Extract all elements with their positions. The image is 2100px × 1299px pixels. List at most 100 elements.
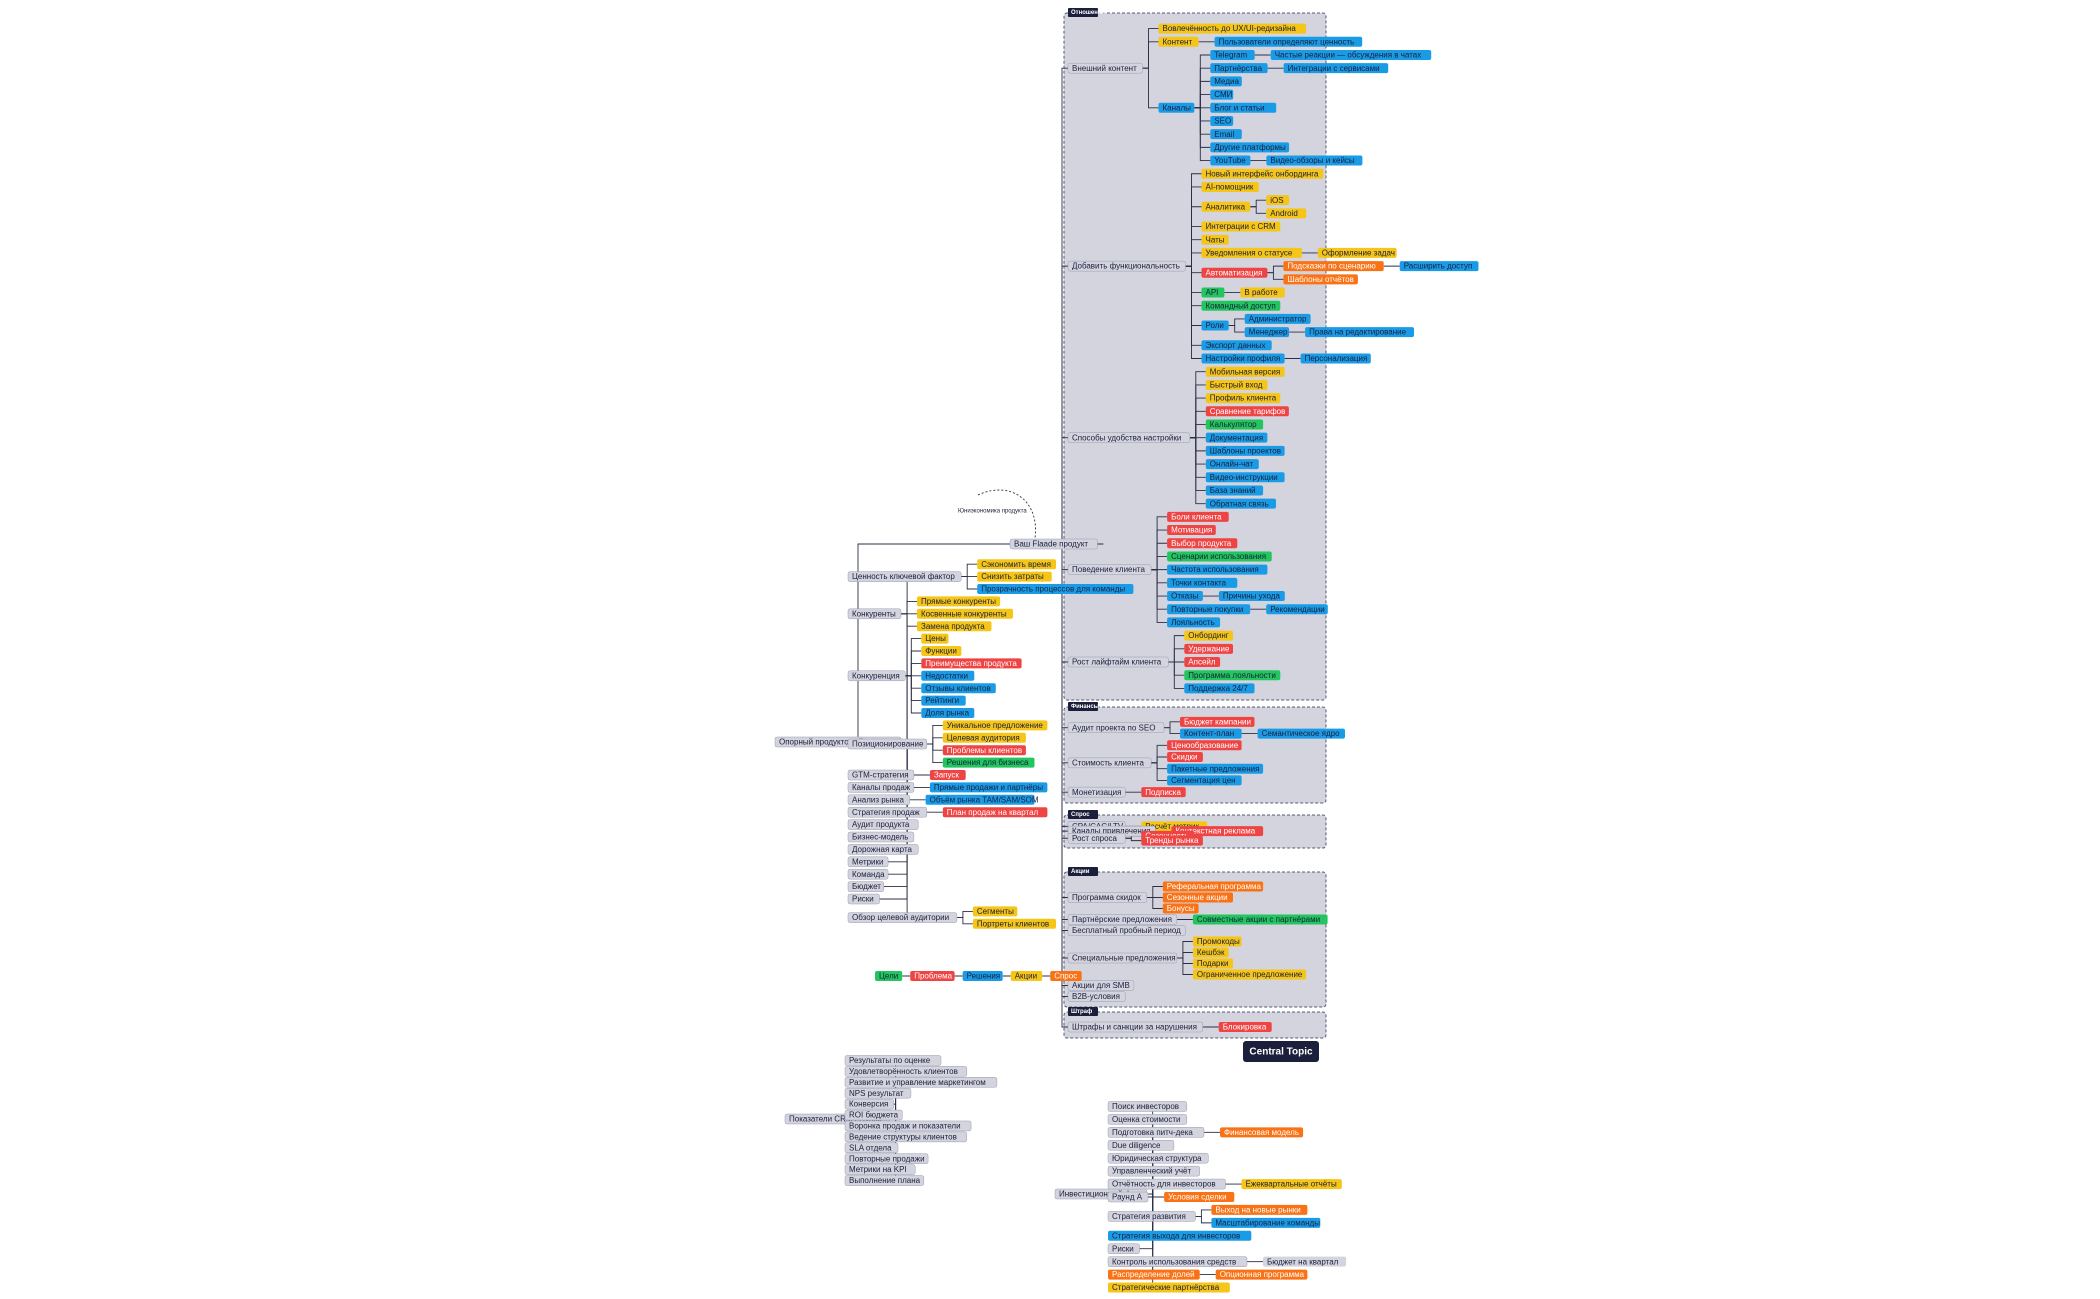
topic-node <box>1210 115 1234 126</box>
topic-node-label: Менеджер <box>1249 328 1288 337</box>
topic-node <box>1266 208 1307 219</box>
branch-node <box>847 794 910 806</box>
topic-node <box>1241 1179 1342 1190</box>
topic-node <box>1164 1192 1235 1202</box>
topic-node <box>1257 728 1345 739</box>
topic-node <box>1167 617 1221 628</box>
topic-node <box>1283 63 1389 74</box>
branch-node <box>1107 1243 1140 1254</box>
topic-node <box>1218 1022 1272 1032</box>
branch-node <box>1067 656 1169 668</box>
topic-node-label: Снизить затраты <box>981 572 1044 581</box>
topic-node-label: Ценообразование <box>1171 741 1239 750</box>
topic-node-label: Опционная программа <box>1220 1270 1305 1279</box>
topic-node-label: Частота использования <box>1171 565 1259 574</box>
topic-node <box>1266 604 1328 615</box>
topic-node-label: Целевая аудитория <box>947 733 1020 742</box>
branch-node-label: Бесплатный пробный период <box>1072 926 1181 935</box>
connector <box>1151 569 1168 623</box>
topic-node <box>1240 287 1285 298</box>
branch-node <box>1107 1127 1205 1138</box>
branch-node-label: Специальные предложения <box>1072 954 1176 963</box>
topic-node <box>1205 445 1285 456</box>
topic-node-label: Финансовая модель <box>1224 1128 1299 1137</box>
branch-node <box>844 1109 903 1121</box>
branch-node <box>1067 991 1126 1002</box>
branch-node-label: Анализ рынка <box>852 795 905 804</box>
connector <box>926 743 943 764</box>
topic-node <box>1180 716 1255 727</box>
group-tab <box>1068 8 1098 17</box>
topic-node-label: Пользователи определяют ценность <box>1219 37 1355 46</box>
branch-node <box>847 868 889 880</box>
topic-node <box>1205 379 1268 390</box>
topic-node <box>1300 353 1371 364</box>
branch-node <box>1107 1211 1196 1222</box>
topic-node <box>1205 498 1276 509</box>
topic-node <box>1167 551 1272 562</box>
topic-node <box>977 559 1056 570</box>
branch-node <box>844 1066 968 1077</box>
group-tab <box>1068 702 1098 711</box>
topic-node <box>942 807 1048 818</box>
topic-node-label: Программа лояльности <box>1188 671 1276 680</box>
topic-node <box>1201 353 1285 364</box>
topic-node <box>942 745 1026 756</box>
branch-node-label: Риски <box>1112 1244 1134 1253</box>
topic-node <box>921 708 975 718</box>
topic-node <box>1205 419 1264 430</box>
topic-node <box>1211 1204 1308 1215</box>
topic-node <box>1214 36 1363 47</box>
note-link <box>977 489 1036 539</box>
branch-node-label: Распределение долей <box>1112 1270 1195 1279</box>
branch-node <box>1067 1021 1203 1033</box>
topic-node-label: Уведомления о статусе <box>1206 249 1293 258</box>
topic-node <box>1205 393 1281 404</box>
topic-node <box>1210 102 1277 113</box>
topic-node-label: YouTube <box>1214 156 1246 165</box>
topic-node-label: iOS <box>1270 196 1283 205</box>
topic-node-label: Отзывы клиентов <box>925 684 990 693</box>
connector <box>1146 897 1163 909</box>
legend-swatch <box>875 971 903 981</box>
legend-label: Цели <box>879 972 898 981</box>
topic-node <box>921 695 966 706</box>
branch-node-label: Способы удобства настройки <box>1072 433 1181 442</box>
topic-node-label: Сегментация цен <box>1171 776 1236 785</box>
branch-node-label: Повторные продажи <box>849 1154 925 1163</box>
group-title: Спрос <box>1071 812 1090 818</box>
branch-node-label: Добавить функциональность <box>1072 262 1180 271</box>
branch-node <box>1107 1165 1200 1177</box>
branch-node-label: B2B-условия <box>1072 992 1120 1001</box>
topic-node-label: Кешбэк <box>1197 948 1225 957</box>
branch-node-label: Партнёрские предложения <box>1072 915 1172 924</box>
topic-node-label: Бюджет на квартал <box>1267 1257 1339 1266</box>
topic-node <box>1192 958 1233 969</box>
topic-node-label: Видео-инструкции <box>1210 473 1278 482</box>
topic-node-label: Преимущества продукта <box>925 659 1017 668</box>
topic-node-label: Шаблоны отчётов <box>1287 275 1353 284</box>
connector <box>901 613 917 627</box>
branch-node-label: ROI бюджета <box>849 1111 899 1120</box>
topic-node-label: Совместные акции с партнёрами <box>1197 915 1320 924</box>
topic-node <box>1141 787 1186 798</box>
topic-node-label: Онбординг <box>1188 631 1228 640</box>
topic-node-label: Email <box>1214 130 1234 139</box>
topic-node <box>1167 763 1264 774</box>
topic-node-label: Экспорт данных <box>1206 341 1266 350</box>
topic-node-label: Семантическое ядро <box>1262 729 1341 738</box>
branch-node-label: Бюджет <box>852 882 881 891</box>
branch-node-label: Результаты по оценке <box>849 1056 931 1065</box>
branch-node-label: Воронка продаж и показатели <box>849 1122 961 1131</box>
topic-node <box>925 794 1035 805</box>
topic-node <box>1266 155 1363 166</box>
topic-node <box>972 918 1056 929</box>
topic-node <box>921 683 996 694</box>
branch-node <box>844 1164 916 1175</box>
legend-swatch <box>1050 971 1082 981</box>
branch-node-label: Стратегические партнёрства <box>1112 1283 1220 1292</box>
topic-node <box>1399 261 1479 272</box>
branch-node <box>1067 62 1143 74</box>
topic-node <box>1167 525 1216 536</box>
topic-node <box>1201 340 1272 351</box>
